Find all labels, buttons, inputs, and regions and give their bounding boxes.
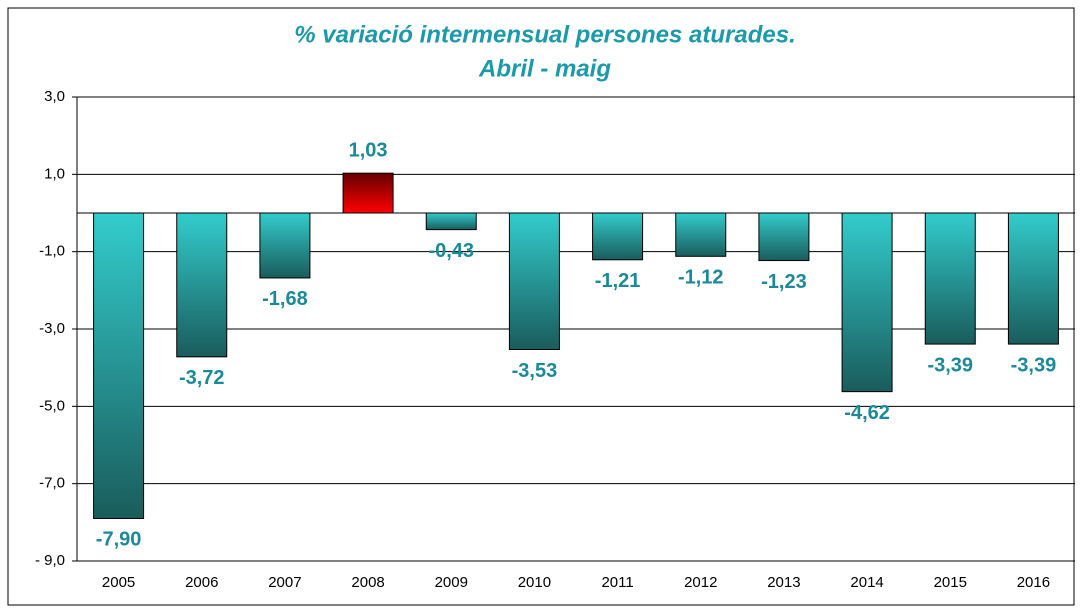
x-tick-label: 2005 xyxy=(102,574,135,591)
value-label: -4,62 xyxy=(844,402,890,424)
chart-title: % variació intermensual persones aturade… xyxy=(294,21,796,48)
x-tick-label: 2015 xyxy=(934,574,967,591)
x-tick-label: 2009 xyxy=(435,574,468,591)
value-label: -3,39 xyxy=(1011,354,1057,376)
y-tick-label: -3,0 xyxy=(39,320,65,337)
value-label: 1,03 xyxy=(349,139,388,161)
bar xyxy=(425,212,477,231)
value-label: -1,12 xyxy=(678,267,724,289)
x-tick-label: 2013 xyxy=(767,574,800,591)
chart-border xyxy=(7,7,1075,606)
bar xyxy=(1007,212,1059,345)
x-tick-label: 2016 xyxy=(1017,574,1050,591)
bar xyxy=(675,212,727,257)
x-tick-label: 2011 xyxy=(601,574,633,591)
y-tick-label: -1,0 xyxy=(39,243,65,260)
bar xyxy=(508,212,560,350)
value-label: -3,53 xyxy=(512,360,558,382)
value-label: -1,21 xyxy=(595,270,641,292)
x-tick-label: 2010 xyxy=(518,574,551,591)
y-tick-label: -7,0 xyxy=(39,475,65,492)
x-tick-label: 2006 xyxy=(185,574,218,591)
value-label: -3,39 xyxy=(927,354,973,376)
y-tick-label: -5,0 xyxy=(39,397,65,414)
bar xyxy=(259,212,311,279)
x-tick-label: 2007 xyxy=(268,574,301,591)
y-tick-label: 3,0 xyxy=(44,88,65,105)
value-label: -0,43 xyxy=(428,240,474,262)
bar xyxy=(93,212,145,519)
bar xyxy=(924,212,976,345)
x-tick-label: 2014 xyxy=(850,574,883,591)
x-tick-label: 2012 xyxy=(684,574,717,591)
value-label: -1,23 xyxy=(761,271,807,293)
chart-subtitle: Abril - maig xyxy=(478,55,611,82)
value-label: -7,90 xyxy=(96,529,142,551)
bar xyxy=(758,212,810,262)
y-tick-label: 1,0 xyxy=(44,165,65,182)
value-label: -1,68 xyxy=(262,288,308,310)
bar xyxy=(841,212,893,393)
x-tick-label: 2008 xyxy=(351,574,384,591)
bar xyxy=(342,172,394,214)
y-tick-label: - 9,0 xyxy=(35,552,65,569)
value-label: -3,72 xyxy=(179,367,225,389)
bar xyxy=(592,212,644,261)
bar xyxy=(176,212,228,358)
